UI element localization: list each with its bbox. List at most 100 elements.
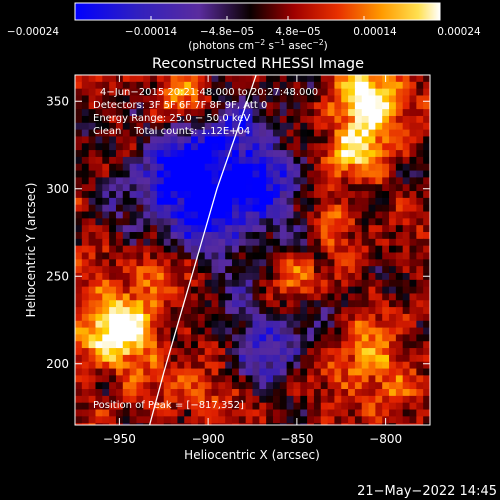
image-pixel — [115, 238, 124, 247]
image-pixel — [423, 368, 430, 376]
image-pixel — [279, 286, 288, 295]
image-pixel — [279, 129, 288, 138]
image-pixel — [402, 266, 411, 274]
image-pixel — [177, 409, 185, 417]
image-pixel — [150, 75, 158, 83]
image-pixel — [150, 156, 158, 165]
image-pixel — [341, 368, 349, 376]
image-pixel — [211, 395, 219, 404]
image-pixel — [191, 416, 199, 424]
image-pixel — [389, 204, 397, 213]
image-pixel — [272, 375, 281, 383]
image-pixel — [361, 368, 370, 376]
image-pixel — [88, 293, 97, 301]
image-pixel — [354, 300, 363, 308]
image-pixel — [252, 109, 260, 117]
image-pixel — [300, 334, 308, 342]
image-pixel — [102, 300, 110, 308]
image-pixel — [102, 279, 110, 288]
image-pixel — [122, 307, 131, 315]
image-pixel — [211, 115, 219, 124]
image-pixel — [334, 334, 342, 342]
image-pixel — [75, 95, 83, 103]
image-pixel — [259, 156, 267, 165]
image-pixel — [348, 341, 356, 349]
image-pixel — [177, 395, 185, 404]
image-pixel — [327, 389, 336, 397]
image-pixel — [272, 218, 281, 226]
image-pixel — [238, 409, 247, 417]
image-pixel — [266, 115, 274, 124]
image-pixel — [191, 163, 199, 172]
image-pixel — [115, 225, 124, 233]
image-pixel — [307, 225, 315, 233]
image-pixel — [361, 320, 370, 329]
image-pixel — [279, 156, 288, 165]
image-pixel — [327, 307, 336, 315]
image-pixel — [115, 300, 124, 308]
image-pixel — [75, 382, 83, 390]
image-pixel — [191, 88, 199, 97]
image-pixel — [341, 75, 349, 83]
image-pixel — [150, 238, 158, 247]
image-pixel — [197, 109, 206, 117]
image-pixel — [382, 286, 390, 295]
image-pixel — [177, 225, 185, 233]
image-pixel — [334, 266, 342, 274]
image-pixel — [348, 354, 356, 363]
image-pixel — [81, 313, 90, 322]
image-pixel — [245, 232, 254, 240]
image-pixel — [320, 259, 329, 267]
image-pixel — [156, 348, 165, 356]
image-pixel — [266, 341, 274, 349]
image-pixel — [348, 81, 356, 90]
image-pixel — [368, 245, 376, 254]
image-pixel — [334, 122, 342, 131]
image-pixel — [313, 382, 322, 390]
image-pixel — [143, 197, 151, 206]
image-pixel — [266, 238, 274, 247]
image-pixel — [334, 389, 342, 397]
image-pixel — [129, 293, 138, 301]
image-pixel — [88, 307, 97, 315]
image-pixel — [211, 266, 219, 274]
image-pixel — [136, 197, 144, 206]
image-pixel — [389, 259, 397, 267]
image-pixel — [368, 307, 376, 315]
image-pixel — [279, 122, 288, 131]
image-pixel — [416, 122, 424, 131]
image-pixel — [88, 102, 97, 110]
image-pixel — [95, 177, 103, 185]
image-pixel — [88, 375, 97, 383]
image-pixel — [272, 389, 281, 397]
image-pixel — [382, 368, 390, 376]
image-pixel — [341, 409, 349, 417]
image-pixel — [204, 395, 213, 404]
image-pixel — [75, 109, 83, 117]
image-pixel — [279, 348, 288, 356]
image-pixel — [163, 259, 172, 267]
image-pixel — [225, 177, 233, 185]
image-pixel — [75, 232, 83, 240]
image-pixel — [88, 211, 97, 219]
image-pixel — [115, 389, 124, 397]
image-pixel — [129, 122, 138, 131]
image-pixel — [238, 245, 247, 254]
image-pixel — [225, 382, 233, 390]
image-pixel — [177, 143, 185, 151]
image-pixel — [170, 204, 179, 213]
image-pixel — [115, 197, 124, 206]
image-pixel — [334, 354, 342, 363]
image-pixel — [300, 136, 308, 144]
image-pixel — [320, 95, 329, 103]
image-pixel — [170, 272, 179, 281]
image-pixel — [95, 375, 103, 383]
image-pixel — [252, 409, 260, 417]
image-pixel — [368, 272, 376, 281]
image-pixel — [348, 143, 356, 151]
image-pixel — [409, 238, 417, 247]
image-pixel — [259, 95, 267, 103]
image-pixel — [395, 88, 404, 97]
image-pixel — [286, 368, 295, 376]
image-pixel — [259, 389, 267, 397]
